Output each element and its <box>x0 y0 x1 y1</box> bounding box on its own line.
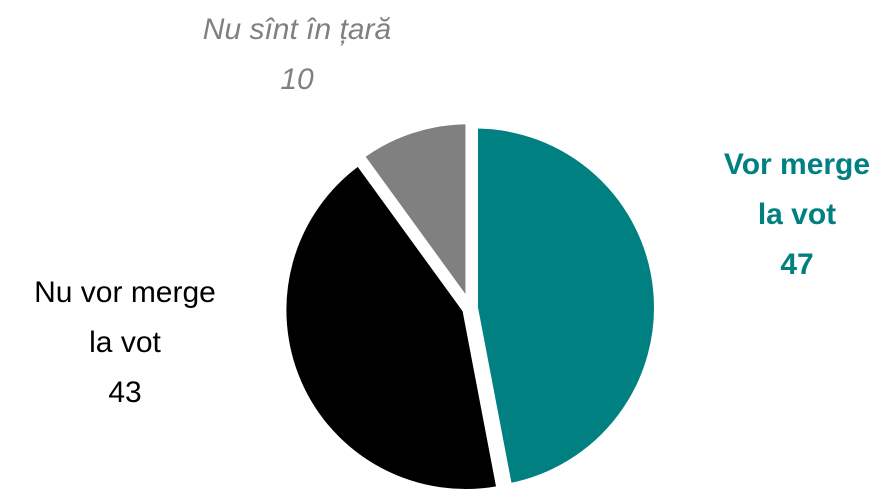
slice-label: Vor merge la vot 47 <box>712 140 882 290</box>
pie-slice <box>471 122 660 490</box>
pie-slice <box>357 118 472 313</box>
slice-label: Nu sînt în țară 10 <box>147 5 447 105</box>
category-label: Nu vor merge la vot <box>34 276 216 359</box>
value-label: 43 <box>108 376 142 409</box>
slice-label: Nu vor merge la vot 43 <box>25 268 225 418</box>
pie-slice <box>280 158 504 492</box>
value-label: 47 <box>780 248 814 281</box>
category-label: Vor merge la vot <box>723 148 871 231</box>
category-label: Nu sînt în țară <box>202 13 392 46</box>
value-label: 10 <box>280 63 314 96</box>
